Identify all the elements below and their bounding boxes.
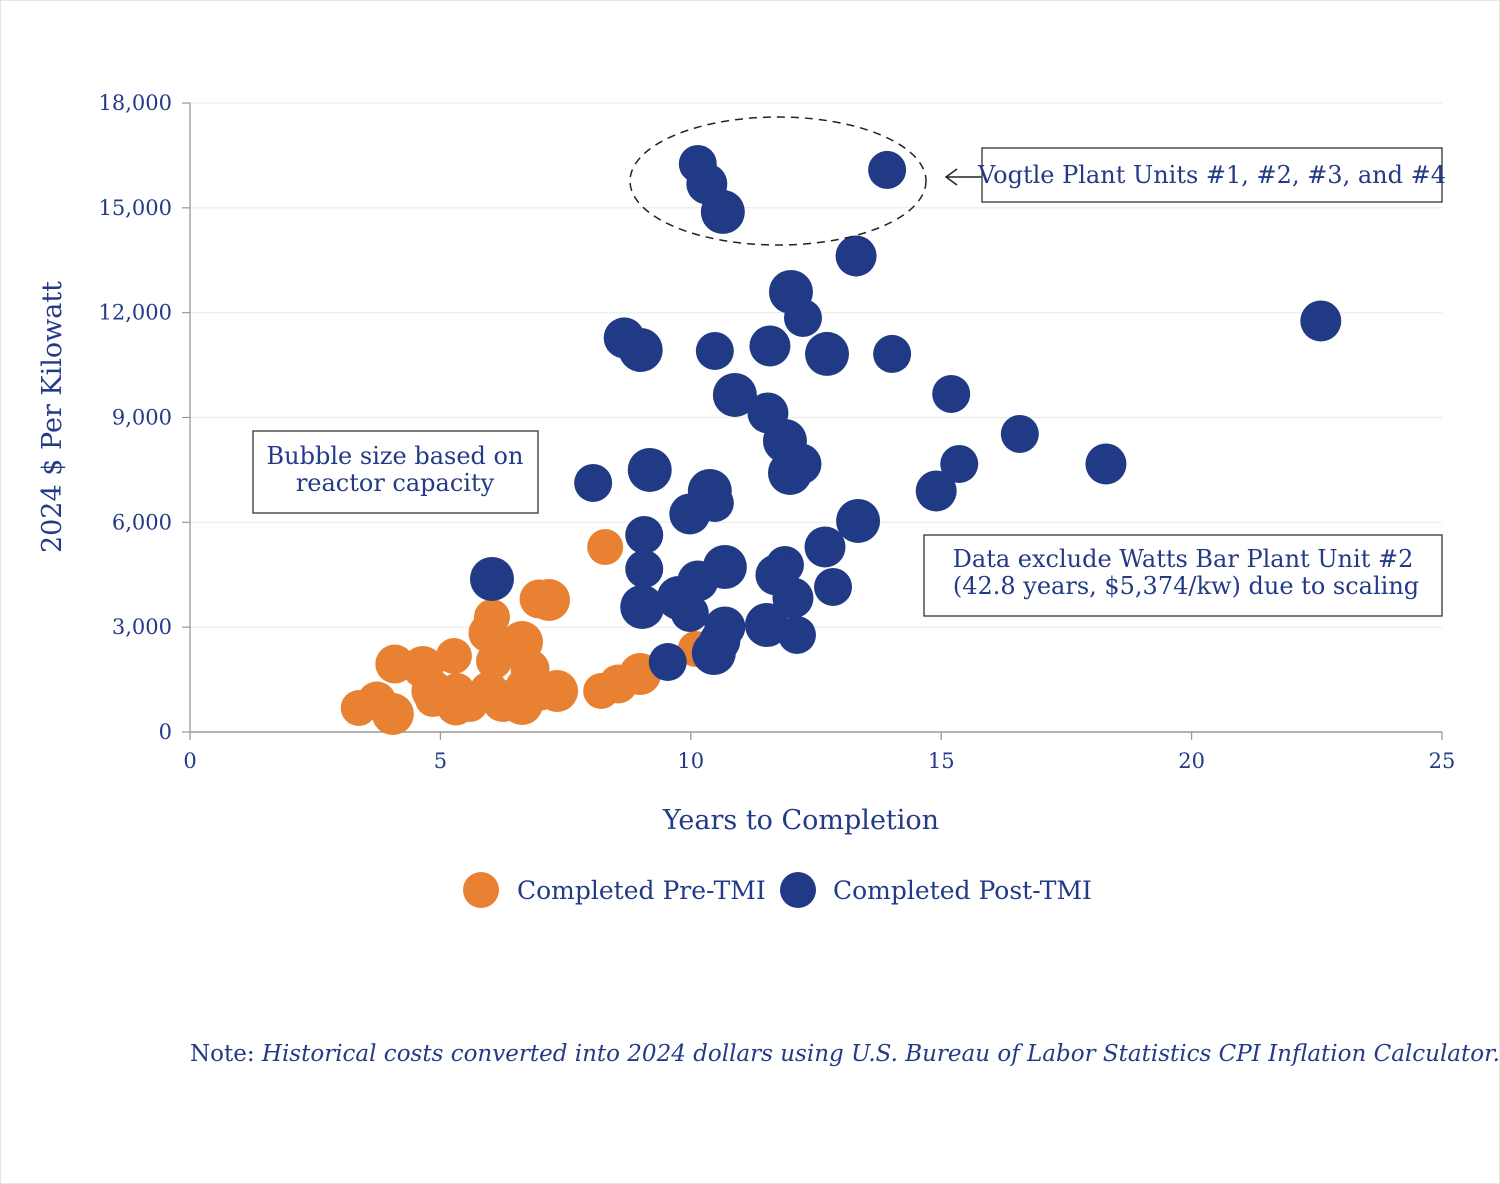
legend-label-post-tmi: Completed Post-TMI [833, 876, 1092, 905]
bubble-post-tmi [574, 463, 613, 502]
bubble-size-annotation-box [252, 430, 539, 514]
bubble-post-tmi [625, 549, 664, 588]
bubble-post-tmi [932, 374, 971, 413]
x-tick-label: 15 [928, 749, 955, 773]
exclusion-annotation-line1: Data exclude Watts Bar Plant Unit #2 [953, 545, 1414, 573]
bubble-post-tmi [777, 615, 816, 654]
bubble-post-tmi [648, 643, 687, 682]
x-tick-label: 5 [434, 749, 447, 773]
bubble-post-tmi [744, 603, 789, 648]
data-points [340, 144, 1342, 736]
bubble-post-tmi [625, 515, 664, 554]
bubble-post-tmi [670, 593, 709, 632]
bubble-post-tmi [940, 444, 979, 483]
exclusion-annotation-box [923, 534, 1443, 617]
bubble-pre-tmi [528, 578, 571, 621]
exclusion-annotation-line2: (42.8 years, $5,374/kw) due to scaling [953, 572, 1419, 600]
legend: Completed Pre-TMI Completed Post-TMI [463, 872, 1092, 908]
bubble-pre-tmi [468, 613, 508, 653]
bubble-post-tmi [772, 577, 814, 619]
vogtle-highlight-ellipse [629, 116, 927, 246]
vogtle-annotation-box [981, 147, 1443, 203]
bubble-post-tmi [691, 630, 736, 675]
series-post-tmi [469, 144, 1342, 682]
bubble-post-tmi [1000, 414, 1039, 453]
bubble-post-tmi [783, 298, 822, 337]
bubble-post-tmi [695, 331, 734, 370]
bubble-size-annotation-line2: reactor capacity [296, 469, 495, 497]
x-tick-label: 10 [677, 749, 704, 773]
y-tick-label: 9,000 [112, 406, 172, 430]
y-tick-label: 3,000 [112, 615, 172, 639]
bubble-post-tmi [749, 325, 791, 367]
bubble-size-annotation-line1: Bubble size based on [267, 442, 524, 470]
bubble-post-tmi [712, 372, 757, 417]
y-tick-label: 15,000 [99, 196, 172, 220]
bubble-post-tmi [873, 334, 912, 373]
bubble-post-tmi [915, 470, 957, 512]
x-axis-title: Years to Completion [662, 805, 939, 836]
y-axis-title: 2024 $ Per Kilowatt [37, 281, 68, 553]
bubble-pre-tmi [475, 642, 512, 679]
bubble-post-tmi [835, 235, 877, 277]
y-tick-label: 6,000 [112, 510, 172, 534]
bubble-post-tmi [1300, 300, 1342, 342]
x-tick-label: 20 [1178, 749, 1205, 773]
bubble-post-tmi [620, 584, 665, 629]
x-tick-label: 0 [183, 749, 196, 773]
bubble-pre-tmi [435, 637, 472, 674]
bubble-post-tmi [627, 447, 672, 492]
bubble-pre-tmi [587, 528, 624, 565]
bubble-post-tmi [669, 493, 711, 535]
gridlines [190, 102, 1442, 628]
bubble-post-tmi [618, 327, 663, 372]
bubble-pre-tmi [521, 671, 561, 711]
legend-marker-post-tmi [780, 872, 816, 908]
x-tick-label: 25 [1429, 749, 1456, 773]
bubble-post-tmi [700, 189, 745, 234]
footnote: Note: Historical costs converted into 20… [190, 1041, 1500, 1067]
footnote-text: Historical costs converted into 2024 dol… [261, 1041, 1500, 1067]
y-tick-label: 12,000 [99, 301, 172, 325]
footnote-label: Note: [190, 1041, 255, 1067]
y-tick-label: 18,000 [99, 91, 172, 115]
bubble-post-tmi [805, 331, 850, 376]
bubble-post-tmi [836, 498, 881, 543]
bubble-post-tmi [469, 556, 514, 601]
bubble-pre-tmi [414, 681, 451, 718]
bubble-post-tmi [1085, 443, 1127, 485]
bubble-post-tmi [767, 450, 812, 495]
vogtle-annotation: Vogtle Plant Units #1, #2, #3, and #4 [977, 161, 1446, 189]
bubble-post-tmi [804, 526, 846, 568]
bubble-pre-tmi [371, 693, 414, 736]
bubble-post-tmi [868, 150, 907, 189]
bubble-post-tmi [814, 567, 853, 606]
tick-labels: 0 3,000 6,000 9,000 12,000 15,000 18,000 0 5 10 15… [99, 91, 1456, 773]
legend-label-pre-tmi: Completed Pre-TMI [517, 876, 766, 905]
legend-marker-pre-tmi [463, 872, 499, 908]
vogtle-arrow [944, 168, 982, 186]
y-tick-label: 0 [159, 720, 172, 744]
